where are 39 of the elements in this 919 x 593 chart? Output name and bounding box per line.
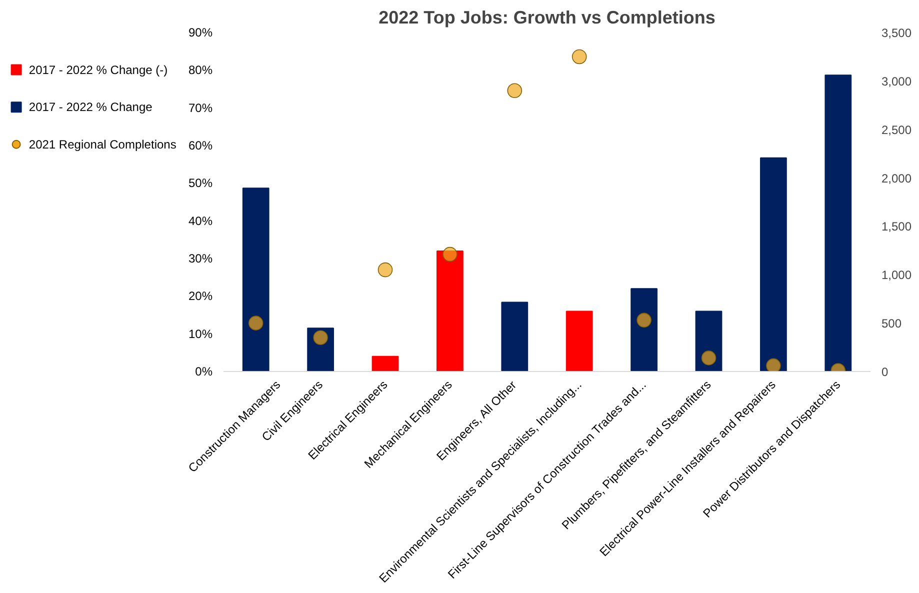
point bbox=[507, 83, 522, 98]
legend-label: 2021 Regional Completions bbox=[28, 137, 176, 152]
y2-tick-label: 2,000 bbox=[882, 171, 912, 186]
y2-tick-label: 3,000 bbox=[882, 74, 912, 88]
y2-tick-label: 500 bbox=[882, 316, 902, 331]
point bbox=[313, 330, 328, 345]
legend-label: 2017 - 2022 % Change (-) bbox=[28, 62, 168, 77]
point bbox=[701, 350, 716, 366]
y-tick-label: 90% bbox=[188, 26, 213, 40]
y-tick-label: 30% bbox=[188, 252, 213, 266]
y-tick-label: 50% bbox=[188, 176, 213, 190]
point bbox=[248, 316, 264, 330]
y2-tick-label: 0 bbox=[882, 365, 888, 379]
bar bbox=[242, 188, 270, 372]
y-tick-label: 60% bbox=[188, 138, 213, 152]
y2-tick-label: 3,500 bbox=[882, 26, 912, 40]
y-tick-label: 70% bbox=[188, 100, 213, 115]
bar bbox=[760, 157, 787, 372]
point bbox=[442, 246, 458, 262]
bar bbox=[501, 302, 528, 372]
bar bbox=[566, 310, 593, 372]
point bbox=[766, 358, 781, 372]
y-tick-label: 40% bbox=[188, 214, 213, 228]
y-tick-label: 0% bbox=[195, 364, 213, 378]
y-tick-label: 20% bbox=[188, 289, 213, 304]
point bbox=[378, 262, 393, 278]
y-tick-label: 10% bbox=[188, 326, 213, 341]
y-tick-label: 80% bbox=[188, 63, 213, 78]
bar bbox=[630, 288, 658, 372]
point bbox=[572, 49, 587, 64]
bar bbox=[372, 356, 399, 372]
y2-tick-label: 1,500 bbox=[882, 220, 912, 234]
chart-title: 2022 Top Jobs: Growth vs Completions bbox=[378, 8, 716, 28]
point bbox=[636, 312, 652, 328]
bar bbox=[436, 250, 464, 372]
y2-tick-label: 2,500 bbox=[882, 122, 912, 137]
legend-label: 2017 - 2022 % Change bbox=[28, 100, 153, 114]
y2-tick-label: 1,000 bbox=[882, 268, 912, 282]
bar bbox=[824, 74, 852, 372]
